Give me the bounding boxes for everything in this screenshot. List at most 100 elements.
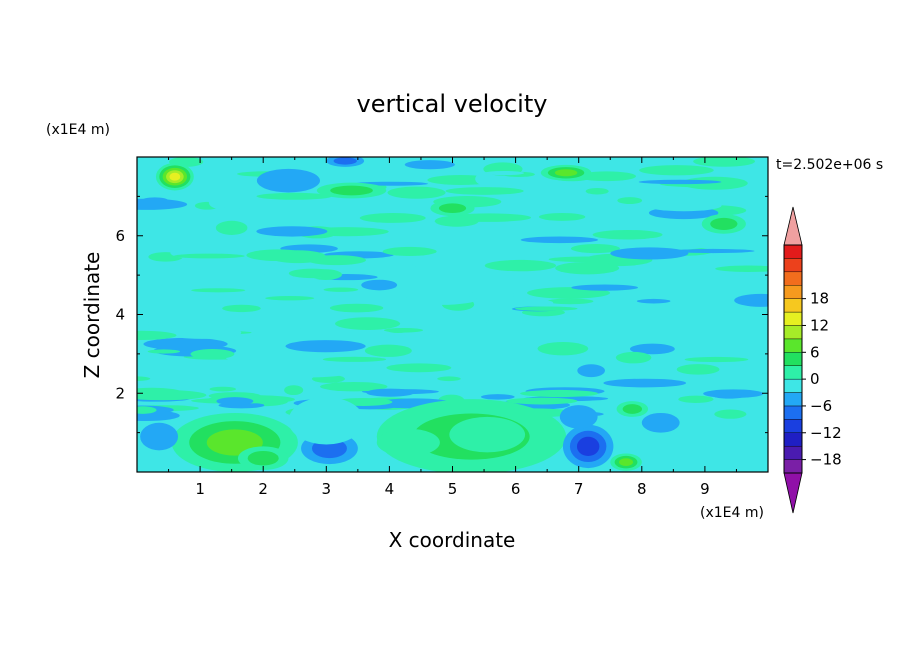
field-streak [547, 298, 594, 305]
x-tick-label: 3 [322, 480, 332, 498]
field-feature [155, 162, 194, 191]
field-streak [137, 330, 177, 341]
field-streak [218, 325, 306, 339]
field-streak [715, 265, 768, 273]
colorbar-segment [783, 258, 803, 273]
field-streak [538, 212, 586, 221]
field-streak [382, 246, 437, 256]
field-band [438, 203, 467, 214]
field-band [215, 220, 248, 235]
field-streak [361, 279, 398, 291]
field-feature [237, 446, 289, 471]
x-tick-label: 6 [511, 480, 521, 498]
field-streak [480, 394, 515, 400]
field-streak [284, 385, 304, 396]
field-band [288, 397, 365, 445]
field-feature [215, 220, 248, 235]
y-tick-label: 6 [115, 227, 125, 245]
field-band [376, 428, 440, 457]
field-streak [678, 395, 714, 403]
colorbar-segment [783, 271, 803, 286]
field-streak [285, 340, 366, 353]
field-band [622, 404, 643, 414]
field-streak [272, 370, 345, 378]
x-axis-label: X coordinate [389, 528, 516, 552]
field-feature [140, 422, 179, 451]
x-tick-label: 1 [195, 480, 205, 498]
field-streak [629, 343, 675, 355]
field-band [554, 169, 578, 177]
field-streak [469, 290, 515, 300]
field-streak [320, 381, 388, 392]
x-tick-label: 4 [385, 480, 395, 498]
x-tick-label: 7 [574, 480, 584, 498]
colorbar-over-arrow [783, 206, 803, 246]
field-streak [577, 171, 636, 182]
field-feature [559, 405, 598, 429]
field-streak [329, 303, 384, 313]
colorbar-tick-label: −6 [810, 397, 832, 415]
field-feature [610, 453, 642, 471]
field-streak [216, 397, 254, 406]
field-streak [734, 293, 768, 307]
field-band [449, 416, 526, 453]
field-streak [387, 186, 446, 199]
field-streak [256, 226, 328, 237]
field-streak [256, 192, 332, 200]
x-unit-label: (x1E4 m) [700, 505, 764, 521]
colorbar-under-arrow [783, 472, 803, 514]
field-streak [307, 255, 366, 266]
field-streak [617, 197, 643, 204]
field-streak [162, 326, 242, 339]
field-streak [137, 406, 157, 414]
field-streak [190, 348, 235, 360]
field-streak [288, 268, 336, 279]
field-streak [309, 217, 381, 227]
field-streak [411, 255, 440, 269]
field-streak [208, 196, 230, 209]
field-streak [386, 363, 452, 373]
field-streak [222, 304, 261, 313]
field-streak [693, 157, 755, 167]
field-streak [571, 244, 620, 254]
field-streak [532, 300, 554, 306]
field-streak [322, 356, 387, 362]
time-label: t=2.502e+06 s [776, 157, 883, 173]
colorbar-segment [783, 405, 803, 420]
field-streak [641, 237, 700, 244]
field-streak [359, 213, 426, 223]
x-tick-label: 5 [448, 480, 458, 498]
field-streak [571, 284, 638, 291]
field-streak [434, 215, 479, 227]
colorbar-tick-label: −12 [810, 424, 842, 442]
field-streak [437, 376, 461, 382]
y-axis: 2 4 6 [115, 195, 768, 434]
field-streak [615, 351, 652, 364]
colorbar-tick-label: 6 [810, 343, 820, 361]
field-streak [383, 327, 424, 333]
y-tick-label: 4 [115, 306, 125, 324]
field-streak [548, 256, 624, 263]
x-axis: 1 2 3 4 5 6 7 8 9 [168, 157, 737, 498]
field-streak [257, 263, 281, 275]
colorbar-segment [783, 352, 803, 366]
field-streak [703, 389, 764, 398]
field-band [619, 458, 634, 467]
colorbar-segment [783, 459, 803, 474]
field-streak [714, 409, 747, 419]
velocity-field [137, 157, 768, 472]
field-streak [366, 388, 415, 397]
field-streak [323, 287, 359, 292]
field-streak [335, 317, 401, 330]
y-unit-label: (x1E4 m) [46, 122, 110, 138]
colorbar-tick-label: 18 [810, 290, 829, 308]
field-streak [639, 165, 714, 176]
field-feature [326, 157, 365, 167]
colorbar-segment [783, 311, 803, 326]
field-streak [671, 248, 755, 254]
field-streak [520, 389, 599, 398]
field-streak [483, 170, 525, 176]
field-streak [684, 356, 749, 363]
field-streak [603, 378, 687, 388]
colorbar-segment [783, 298, 803, 313]
